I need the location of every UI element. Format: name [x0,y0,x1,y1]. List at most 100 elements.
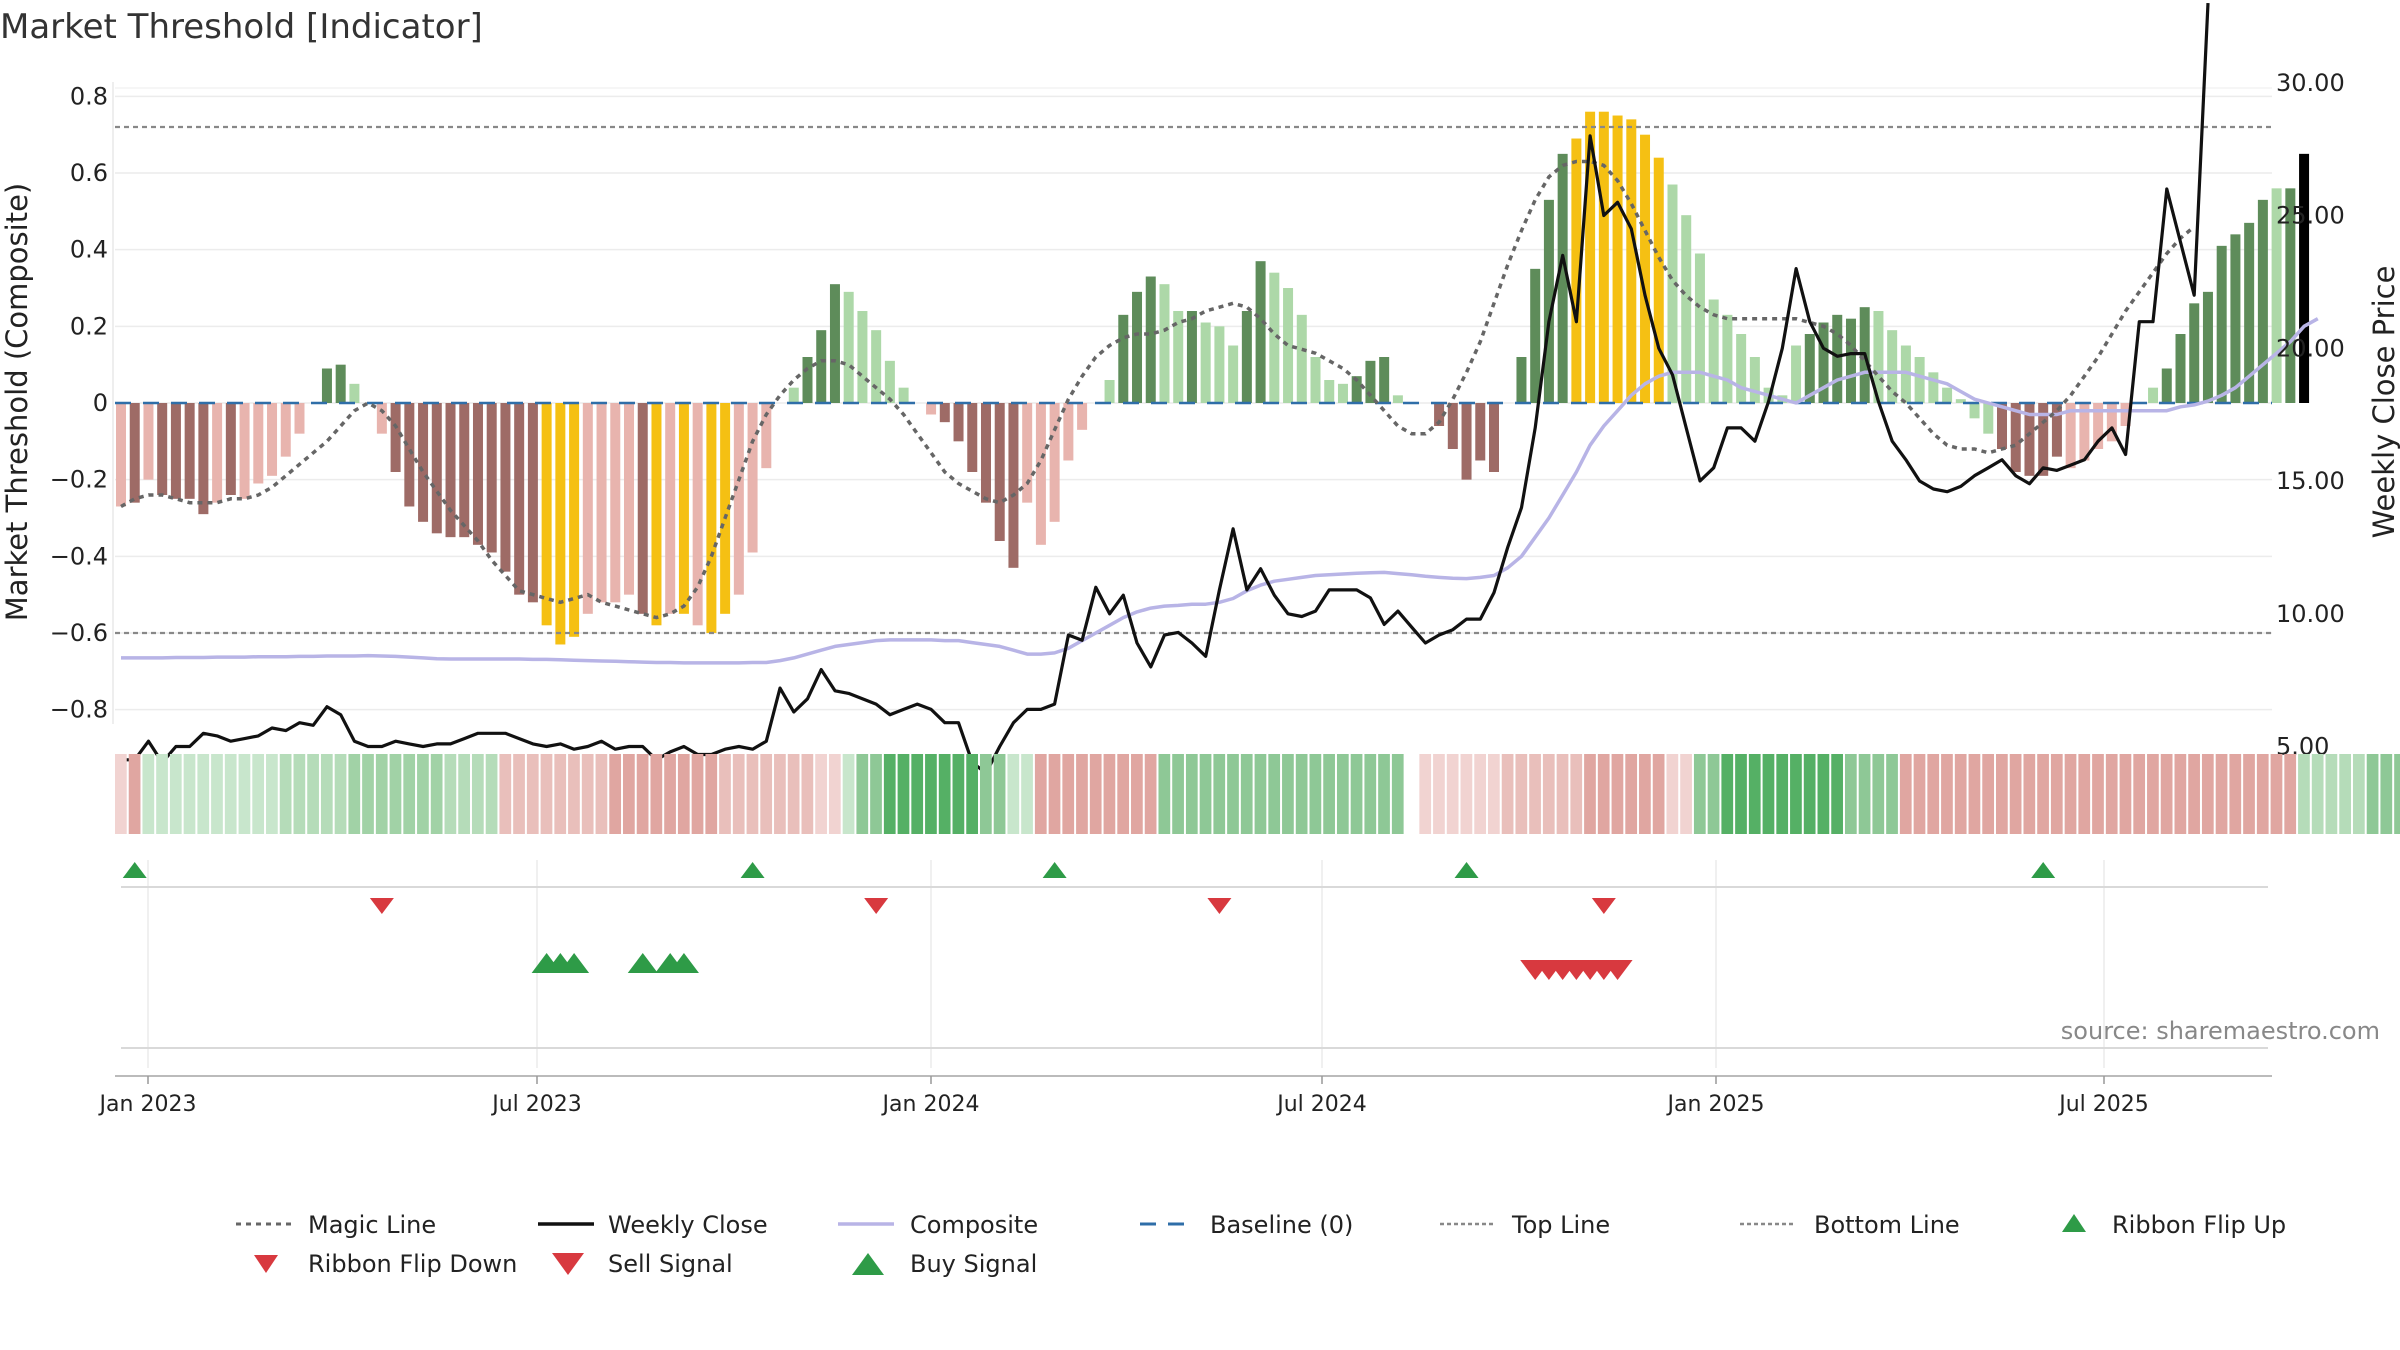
ribbon-cell [320,754,333,834]
ribbon-cell [568,754,580,834]
ribbon-cell [2366,754,2379,834]
composite-bar [1200,322,1211,403]
legend-item-sell-signal: Sell Signal [552,1250,733,1278]
ribbon-cell [1899,754,1912,834]
ribbon-cell [1625,754,1638,834]
y2-tick-label: 10.00 [2276,600,2345,628]
composite-bar [1845,318,1856,403]
composite-bar [747,403,758,553]
composite-bar [1818,322,1829,403]
ribbon-cell [266,754,278,834]
composite-bar [1887,330,1898,403]
composite-bar [418,403,429,522]
composite-bar [857,311,868,403]
ribbon-cell [842,754,855,834]
ribbon-cell [389,754,402,834]
ribbon-cell [1941,754,1953,834]
ribbon-cell [1913,754,1926,834]
composite-bar [1351,376,1362,403]
ribbon-cell [1474,754,1486,834]
ribbon-cell [183,754,196,834]
composite-bar [788,387,799,403]
ribbon-cell [1433,754,1445,834]
ribbon-cell [1446,754,1459,834]
composite-bar [1914,357,1925,403]
composite-bar [1557,153,1568,403]
composite-bar [1900,345,1911,403]
composite-bar [2257,199,2268,403]
ribbon-cell [1515,754,1528,834]
composite-bar [2051,403,2062,457]
ribbon-cell [828,754,841,834]
y-tick-label: 0.2 [70,312,108,340]
ribbon-cell [2119,754,2132,834]
ribbon-cell [1117,754,1130,834]
composite-bar [980,403,991,503]
composite-bar [170,403,181,499]
ribbon-cell [595,754,608,834]
x-tick-label: Jan 2023 [98,1092,197,1117]
ribbon-cell [993,754,1006,834]
composite-bar [1997,403,2008,449]
composite-bar [2202,291,2213,403]
y-tick-label: −0.6 [50,619,108,647]
composite-bar [1214,326,1225,403]
weekly-close-line [121,3,2210,775]
ribbon-cell [2147,754,2159,834]
ribbon-cell [1735,754,1747,834]
ribbon-cell [1968,754,1981,834]
ribbon-cell [1762,754,1775,834]
composite-bar [527,403,538,603]
legend-label-close: Weekly Close [608,1211,768,1239]
legend-item-weekly-close: Weekly Close [538,1211,768,1239]
ribbon-cell [293,754,306,834]
composite-bar [678,403,689,614]
ribbon-cell [2298,754,2310,834]
signal-panels [121,862,2268,1049]
composite-bar [390,403,401,472]
composite-bar [116,403,126,507]
ribbon-cell [1172,754,1184,834]
ribbon-cell [966,754,978,834]
ribbon-cell [952,754,965,834]
composite-bar [967,403,978,472]
ribbon-cell [664,754,676,834]
ribbon-cell [458,754,470,834]
composite-bar [1063,403,1074,461]
composite-bar [1942,387,1953,403]
ribbon-cell [1790,754,1802,834]
composite-bar [404,403,415,507]
composite-bar [1392,395,1403,403]
composite-bar [1708,299,1719,403]
composite-bar [1571,138,1582,403]
left-axis: 0.8 0.6 0.4 0.2 0 −0.2 −0.4 −0.6 −0.8 [50,82,114,724]
composite-bar [2065,403,2076,469]
legend-label-baseline: Baseline (0) [1210,1211,1353,1239]
y-tick-label: 0.4 [70,236,108,264]
ribbon-cell [2105,754,2118,834]
legend-item-ribbon-flip-down: Ribbon Flip Down [254,1250,517,1278]
composite-bar [733,403,744,595]
composite-bar [802,357,813,403]
ribbon-cell [1680,754,1692,834]
composite-bar [1681,215,1692,403]
legend-label-buy: Buy Signal [910,1250,1037,1278]
composite-bar [1832,314,1843,403]
magic-line [120,159,2196,620]
ribbon-cell [444,754,457,834]
x-tick-label: Jul 2025 [2057,1092,2149,1117]
legend-label-composite: Composite [910,1211,1038,1239]
ribbon-cell [279,754,292,834]
composite-bar [637,403,648,614]
ribbon-cell [2380,754,2393,834]
ribbon-cell [1309,754,1322,834]
composite-bar [624,403,635,595]
ribbon-cell [2270,754,2283,834]
ribbon-cell [540,754,553,834]
composite-bar [1791,345,1802,403]
legend-item-top-line: Top Line [1440,1211,1610,1239]
ribbon-cell [911,754,924,834]
composite-bar [829,284,840,403]
ribbon-cell [115,754,127,834]
